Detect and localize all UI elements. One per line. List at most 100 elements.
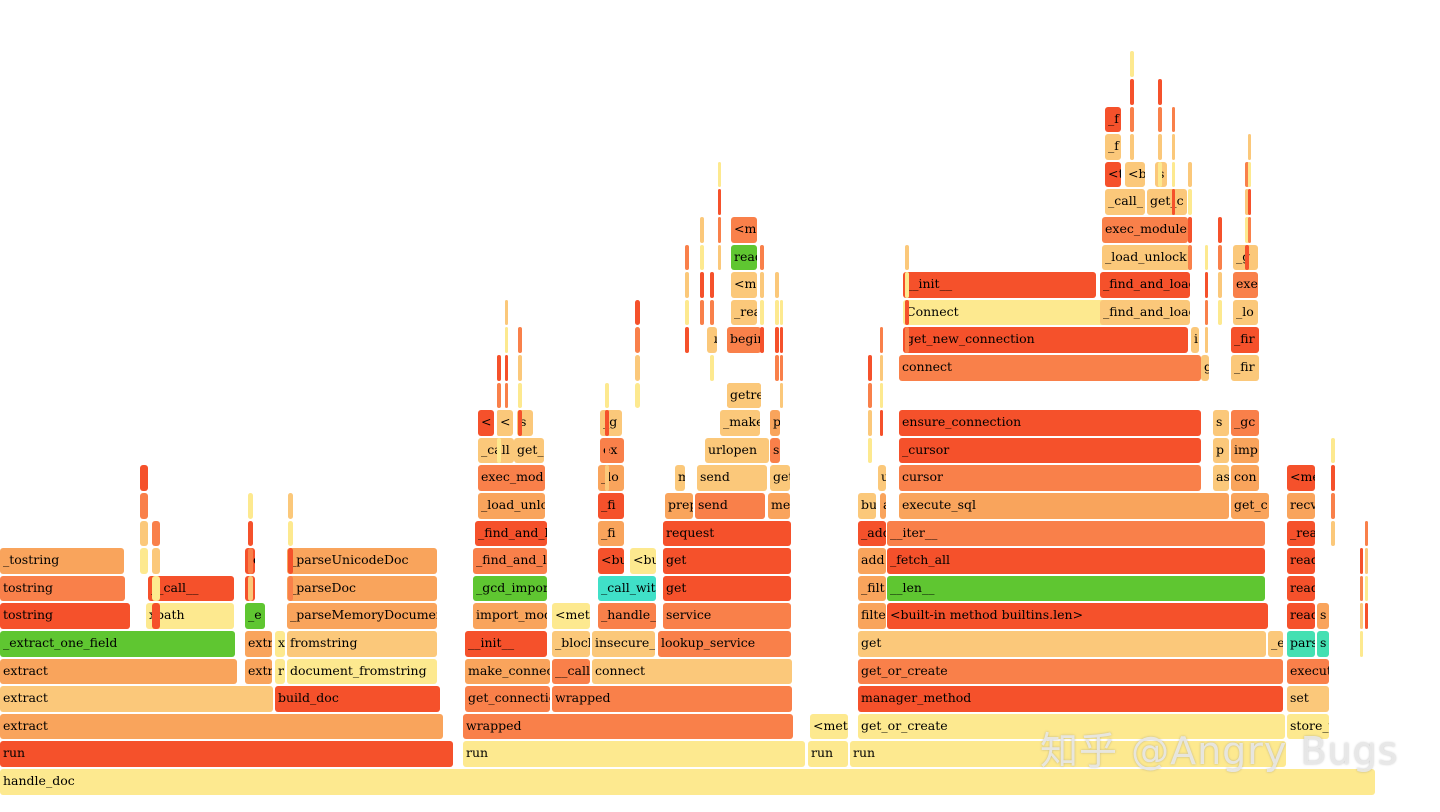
frame-sliver[interactable] [1360, 575, 1363, 602]
frame-p[interactable]: p [1213, 437, 1229, 464]
frame-sliver[interactable] [775, 327, 779, 353]
frame-sliver[interactable] [1245, 244, 1249, 271]
frame-filte[interactable]: filte [858, 603, 886, 629]
frame-get-or-create[interactable]: get_or_create [858, 658, 1283, 685]
frame-connect[interactable]: connect [592, 658, 792, 685]
frame-fromstring[interactable]: fromstring [287, 631, 437, 657]
frame-get-c[interactable]: get_c [1147, 189, 1187, 215]
frame-sliver[interactable] [518, 327, 522, 353]
frame-gcd-import[interactable]: _gcd_import [473, 575, 547, 602]
frame-fir[interactable]: _fir [1231, 355, 1259, 381]
frame-sliver[interactable] [497, 410, 501, 436]
frame-prep[interactable]: prep [665, 493, 693, 519]
frame-parsedoc[interactable]: _parseDoc [287, 575, 437, 602]
frame-call[interactable]: __call [552, 658, 590, 685]
frame-sliver[interactable] [710, 327, 714, 353]
frame-sliver[interactable] [1365, 520, 1368, 547]
frame-sliver[interactable] [288, 548, 293, 574]
frame-sliver[interactable] [880, 327, 883, 353]
frame-sliver[interactable] [152, 520, 160, 547]
frame-sliver[interactable] [760, 327, 764, 353]
frame-p[interactable]: p [770, 410, 780, 436]
frame-built-in-method-builtins-len[interactable]: <built-in method builtins.len> [887, 603, 1268, 629]
frame-sliver[interactable] [152, 575, 160, 602]
frame-sliver[interactable] [710, 299, 714, 326]
frame-sliver[interactable] [905, 327, 909, 353]
frame-parse[interactable]: parse [1287, 631, 1315, 657]
frame-fi[interactable]: _fi [598, 520, 624, 547]
frame-run[interactable]: run [808, 741, 848, 767]
frame-sliver[interactable] [905, 272, 909, 298]
frame-meth[interactable]: <meth [552, 603, 590, 629]
frame-ex[interactable]: ex [600, 437, 624, 464]
frame-sliver[interactable] [710, 355, 714, 381]
frame-sliver[interactable] [700, 272, 704, 298]
frame-sliver[interactable] [1158, 79, 1162, 105]
frame-[interactable]: < [497, 410, 513, 436]
frame-s[interactable]: s [1317, 603, 1329, 629]
frame-sliver[interactable] [1158, 106, 1162, 133]
frame-run[interactable]: run [463, 741, 805, 767]
frame-sliver[interactable] [248, 520, 253, 547]
frame-sliver[interactable] [1365, 575, 1368, 602]
frame-read[interactable]: read [1287, 603, 1315, 629]
frame-wrapped[interactable]: wrapped [463, 713, 793, 740]
frame-sliver[interactable] [1331, 465, 1335, 491]
frame-get-new-connection[interactable]: get_new_connection [903, 327, 1188, 353]
frame-iter[interactable]: __iter__ [887, 520, 1265, 547]
frame-sliver[interactable] [1365, 548, 1368, 574]
frame-insecure-cl[interactable]: insecure_cl [592, 631, 655, 657]
frame-call[interactable]: __call__ [148, 575, 234, 602]
frame-tostring[interactable]: tostring [0, 603, 130, 629]
frame-sliver[interactable] [1130, 51, 1134, 77]
frame-sliver[interactable] [505, 299, 508, 326]
frame-r[interactable]: r [275, 658, 285, 685]
frame-u[interactable]: u [878, 465, 886, 491]
frame-add[interactable]: _add [858, 520, 886, 547]
frame-sliver[interactable] [1218, 299, 1222, 326]
frame-ensure-connection[interactable]: ensure_connection [899, 410, 1201, 436]
frame-service[interactable]: service [663, 603, 791, 629]
frame-extr[interactable]: extr [245, 658, 272, 685]
frame-manager-method[interactable]: manager_method [858, 686, 1283, 712]
frame-f[interactable]: _f [1105, 106, 1121, 133]
frame-rea[interactable]: _rea [1287, 520, 1315, 547]
frame-sliver[interactable] [868, 355, 872, 381]
frame-mo[interactable]: <mo [731, 272, 757, 298]
frame-sliver[interactable] [1172, 189, 1175, 215]
frame-find-and-l[interactable]: _find_and_l [475, 520, 547, 547]
frame-load-unlock[interactable]: _load_unlock [1102, 244, 1190, 271]
frame-sliver[interactable] [1172, 106, 1175, 133]
frame-sliver[interactable] [718, 161, 721, 188]
frame-i[interactable]: i [1191, 327, 1199, 353]
frame-s[interactable]: s [1213, 410, 1229, 436]
frame-call-with[interactable]: _call_with [598, 575, 656, 602]
frame-send[interactable]: send [697, 465, 767, 491]
frame-get-c[interactable]: get_c [1231, 493, 1269, 519]
frame-sliver[interactable] [1245, 217, 1249, 243]
frame-sliver[interactable] [1158, 134, 1162, 160]
frame-sliver[interactable] [780, 382, 783, 409]
frame-sliver[interactable] [1188, 217, 1192, 243]
frame-sliver[interactable] [775, 299, 779, 326]
frame-sliver[interactable] [140, 465, 148, 491]
frame-sliver[interactable] [1188, 189, 1192, 215]
frame-sliver[interactable] [718, 244, 721, 271]
frame-parsememorydocument[interactable]: _parseMemoryDocument [287, 603, 437, 629]
frame-lo[interactable]: _lo [1233, 299, 1258, 326]
frame-fi[interactable]: _fi [598, 493, 624, 519]
frame-sliver[interactable] [780, 355, 783, 381]
frame-sliver[interactable] [1248, 161, 1251, 188]
frame-sliver[interactable] [1205, 272, 1208, 298]
frame-extract[interactable]: extract [0, 713, 443, 740]
frame-get[interactable]: get [663, 575, 791, 602]
frame-mo[interactable]: <mo [731, 217, 757, 243]
frame-handle-f[interactable]: _handle_f [598, 603, 656, 629]
frame-filt[interactable]: _filt [858, 575, 886, 602]
frame-document-fromstring[interactable]: document_fromstring [287, 658, 437, 685]
frame-sliver[interactable] [880, 410, 883, 436]
frame-sliver[interactable] [1158, 161, 1162, 188]
frame-sliver[interactable] [700, 217, 704, 243]
frame-read[interactable]: read [731, 244, 757, 271]
frame-cursor[interactable]: cursor [899, 465, 1201, 491]
